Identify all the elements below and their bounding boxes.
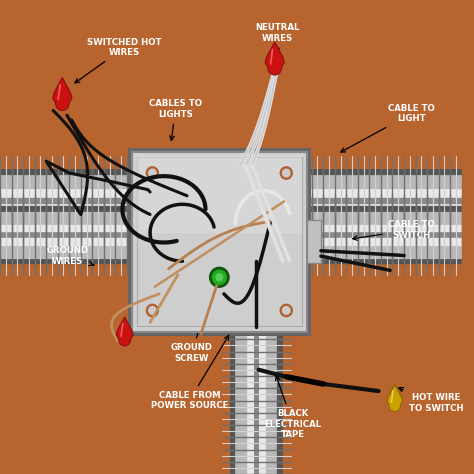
Text: CABLE FROM
POWER SOURCE: CABLE FROM POWER SOURCE bbox=[151, 336, 229, 410]
Bar bbox=[137, 155, 301, 233]
Circle shape bbox=[283, 169, 290, 177]
Circle shape bbox=[57, 98, 68, 109]
Circle shape bbox=[149, 169, 156, 177]
Circle shape bbox=[283, 307, 290, 314]
Circle shape bbox=[280, 304, 292, 317]
Circle shape bbox=[390, 401, 400, 410]
Bar bbox=[132, 152, 307, 332]
Text: HOT WIRE
TO SWITCH: HOT WIRE TO SWITCH bbox=[399, 387, 463, 412]
Circle shape bbox=[389, 400, 400, 411]
Text: GROUND
SCREW: GROUND SCREW bbox=[171, 283, 214, 363]
Polygon shape bbox=[53, 77, 72, 106]
Text: CABLE TO
SWITCH: CABLE TO SWITCH bbox=[353, 220, 435, 240]
Circle shape bbox=[146, 304, 158, 317]
Circle shape bbox=[149, 307, 156, 314]
Text: NEUTRAL
WIRES: NEUTRAL WIRES bbox=[255, 24, 299, 53]
Circle shape bbox=[120, 335, 129, 345]
Circle shape bbox=[280, 167, 292, 179]
Circle shape bbox=[268, 61, 282, 75]
Text: GROUND
WIRES: GROUND WIRES bbox=[46, 246, 94, 265]
Polygon shape bbox=[387, 384, 402, 407]
Circle shape bbox=[146, 167, 158, 179]
Text: CABLES TO
LIGHTS: CABLES TO LIGHTS bbox=[149, 100, 202, 140]
Polygon shape bbox=[116, 317, 133, 341]
Text: SWITCHED HOT
WIRES: SWITCHED HOT WIRES bbox=[75, 38, 162, 83]
Bar bbox=[307, 220, 321, 264]
Bar bbox=[128, 148, 311, 336]
Text: BLACK
ELECTRICAL
TAPE: BLACK ELECTRICAL TAPE bbox=[264, 376, 322, 439]
Polygon shape bbox=[265, 42, 284, 70]
Circle shape bbox=[216, 274, 223, 281]
Circle shape bbox=[210, 267, 229, 287]
Circle shape bbox=[119, 334, 130, 346]
Bar bbox=[137, 157, 301, 326]
Circle shape bbox=[269, 62, 280, 74]
Circle shape bbox=[212, 270, 226, 284]
Circle shape bbox=[55, 97, 69, 110]
Text: CABLE TO
LIGHT: CABLE TO LIGHT bbox=[341, 104, 435, 152]
